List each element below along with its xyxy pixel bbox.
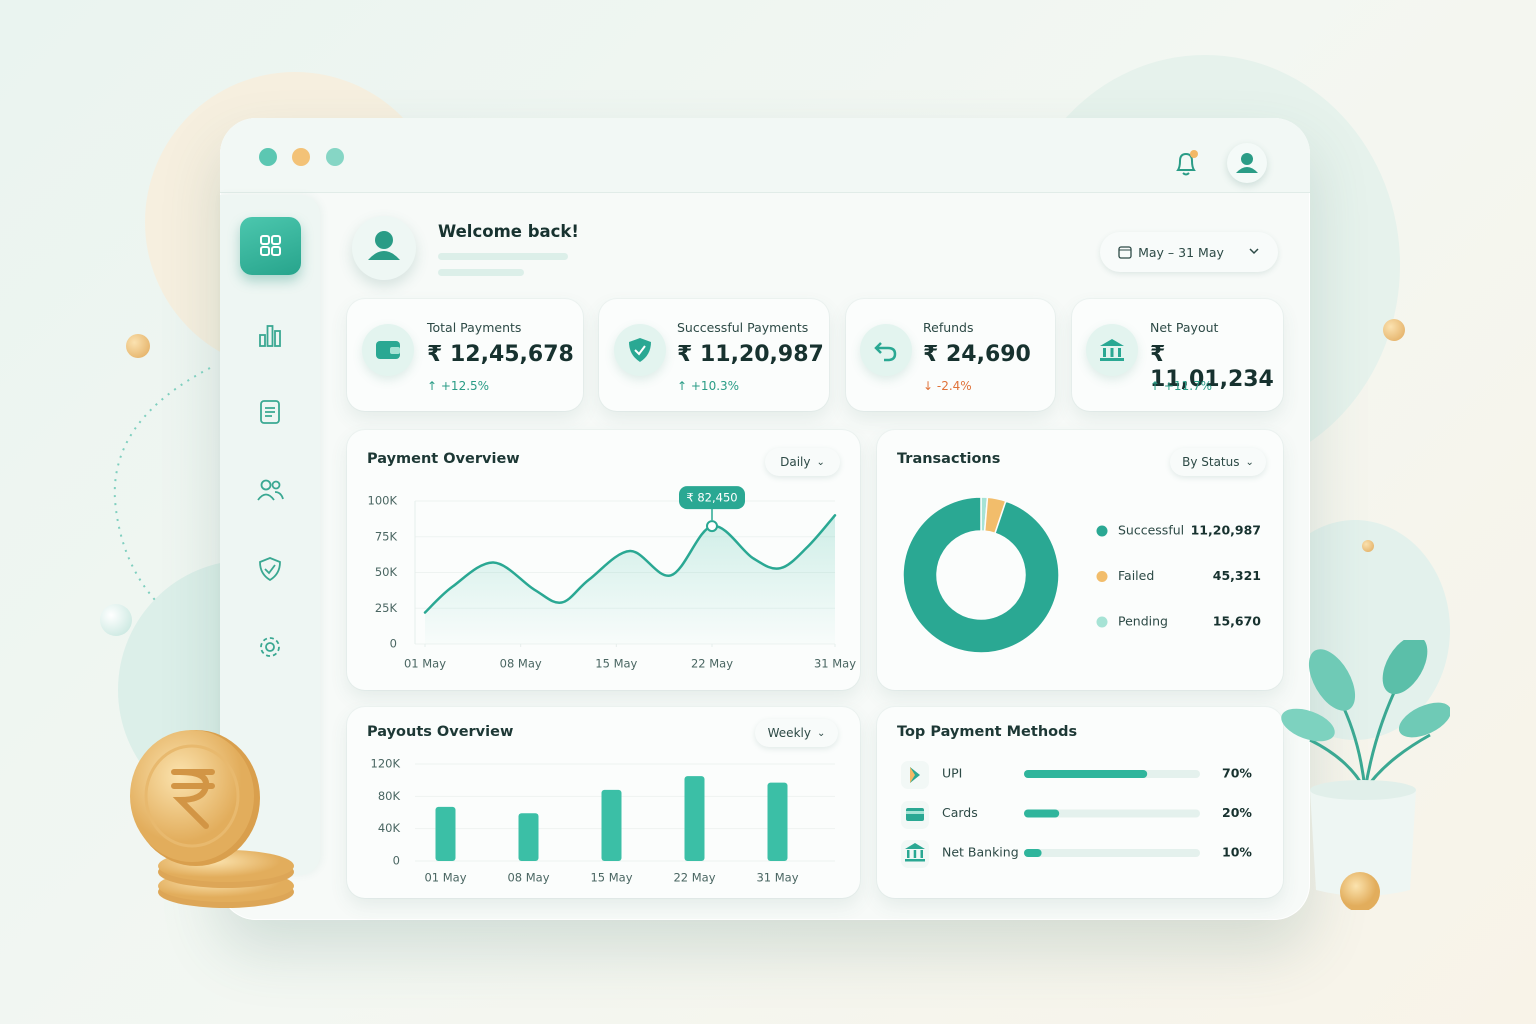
kpi-value: ₹ 11,20,987 xyxy=(677,342,824,367)
kpi-change: ↑ +12.5% xyxy=(427,379,490,393)
refund-icon xyxy=(874,342,897,362)
chart-title: Payment Overview xyxy=(367,451,520,467)
payment-overview-card: Payment Overview Daily ⌄ xyxy=(347,430,860,690)
date-range-picker[interactable]: May – 31 May xyxy=(1100,232,1278,272)
dotted-arc xyxy=(113,367,211,601)
nav-icon xyxy=(259,557,281,582)
kpi-value: ₹ 12,45,678 xyxy=(427,342,574,367)
kpi-label: Refunds xyxy=(923,320,974,335)
kpi-change: ↑ +11.7% xyxy=(1150,379,1213,393)
nav-icon xyxy=(260,637,280,657)
filter-dropdown[interactable]: Weekly ⌄ xyxy=(755,719,838,747)
filter-dropdown[interactable]: By Status ⌄ xyxy=(1170,448,1266,476)
payment-methods-card: Top Payment Methods xyxy=(877,707,1283,898)
filter-text: By Status xyxy=(1182,455,1240,469)
window-dot xyxy=(326,148,344,166)
nav-icon xyxy=(259,325,281,347)
kpi-change-text: +10.3% xyxy=(690,379,740,393)
notification-bell[interactable] xyxy=(1172,148,1200,178)
plant xyxy=(1281,640,1450,910)
payouts-overview-card: Payouts Overview Weekly ⌄ xyxy=(347,707,860,898)
kpi-icon xyxy=(614,324,666,376)
deco-ball xyxy=(1383,319,1405,341)
deco-ball xyxy=(100,604,132,636)
nav-reports[interactable] xyxy=(250,392,290,432)
top-bar xyxy=(220,118,1310,193)
kpi-label: Total Payments xyxy=(427,320,522,335)
transactions-card: Transactions By Status ⌄ xyxy=(877,430,1283,690)
kpi-icon xyxy=(362,324,414,376)
shield-icon xyxy=(629,338,651,362)
nav-dashboard[interactable] xyxy=(240,217,301,275)
kpi-value: ₹ 24,690 xyxy=(923,342,1031,367)
deco-ball xyxy=(126,334,150,358)
chart-title: Transactions xyxy=(897,451,1001,467)
placeholder-line xyxy=(438,269,524,276)
kpi-card: Total Payments ₹ 12,45,678 ↑ +12.5% xyxy=(347,299,583,411)
kpi-change: ↑ +10.3% xyxy=(677,379,740,393)
chevron: ⌄ xyxy=(816,727,826,739)
chevron: ⌄ xyxy=(816,456,825,468)
chevron: ⌄ xyxy=(1245,456,1254,468)
nav-analytics[interactable] xyxy=(250,315,290,355)
kpi-change-text: +12.5% xyxy=(440,379,490,393)
nav-security[interactable] xyxy=(250,549,290,589)
calendar-icon xyxy=(1118,246,1132,259)
bank-icon xyxy=(1100,339,1124,361)
filter-text: Daily xyxy=(780,455,811,469)
welcome-avatar xyxy=(352,216,416,280)
chevron xyxy=(1249,248,1259,255)
filter-text: Weekly xyxy=(767,726,811,740)
date-range-text: May – 31 May xyxy=(1138,244,1224,260)
filter-dropdown[interactable]: Daily ⌄ xyxy=(765,448,840,476)
method-icons xyxy=(901,761,929,868)
chart-title: Top Payment Methods xyxy=(897,724,1078,740)
coin-stack xyxy=(130,730,294,908)
user-avatar[interactable] xyxy=(1227,143,1267,183)
kpi-card: Successful Payments ₹ 11,20,987 ↑ +10.3% xyxy=(599,299,829,411)
avatar-icon xyxy=(1236,153,1258,173)
kpi-value: ₹ 11,01,234 xyxy=(1150,342,1274,392)
window-dot xyxy=(292,148,310,166)
kpi-label: Net Payout xyxy=(1150,320,1219,335)
deco-ball xyxy=(1362,540,1374,552)
kpi-change: ↓ -2.4% xyxy=(923,379,972,393)
chart-title: Payouts Overview xyxy=(367,724,514,740)
kpi-icon xyxy=(860,324,912,376)
nav-settings[interactable] xyxy=(250,627,290,667)
nav-icon xyxy=(257,479,284,501)
kpi-icon xyxy=(1086,324,1138,376)
kpi-change-text: -2.4% xyxy=(936,379,972,393)
nav-customers[interactable] xyxy=(250,470,290,510)
placeholder-line xyxy=(438,253,568,260)
window-dot xyxy=(259,148,277,166)
nav-icon xyxy=(260,235,281,256)
wallet-icon xyxy=(376,341,400,359)
kpi-card: Refunds ₹ 24,690 ↓ -2.4% xyxy=(846,299,1055,411)
kpi-card: Net Payout ₹ 11,01,234 ↑ +11.7% xyxy=(1072,299,1283,411)
nav-icon xyxy=(260,400,280,424)
welcome-text: Welcome back! xyxy=(438,222,579,241)
kpi-label: Successful Payments xyxy=(677,320,809,335)
kpi-change-text: +11.7% xyxy=(1163,379,1213,393)
avatar-icon xyxy=(368,231,400,260)
